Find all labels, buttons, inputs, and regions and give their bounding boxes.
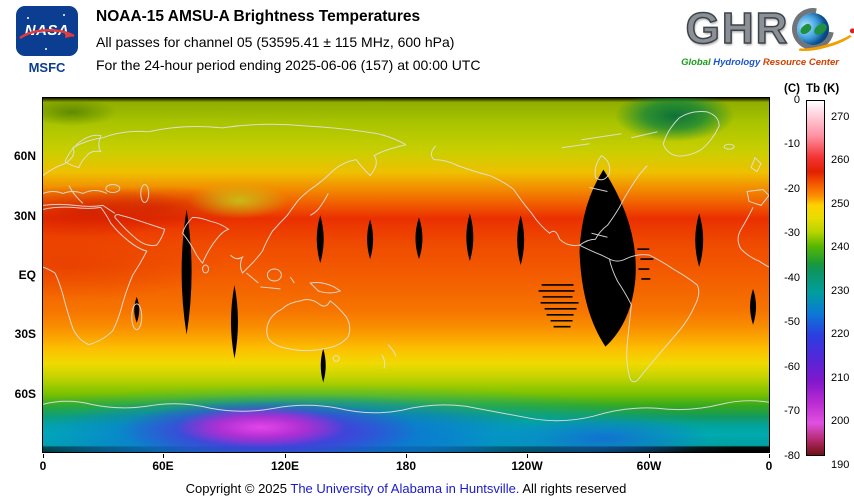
ghrc-tagline-hydrology: Hydrology [713,57,761,68]
axis-tick [649,454,650,458]
axis-tick [527,454,528,458]
lat-label-60n: 60N [13,149,36,163]
lat-label-60s: 60S [14,387,36,401]
copyright-suffix: All rights reserved [522,481,627,496]
ghrc-letters: GHR [685,3,790,54]
map-overlay [43,111,769,422]
nasa-logo: NASA [16,6,78,56]
ghrc-tagline-global: Global [681,57,711,68]
colorbar-tick-c: -70 [784,405,800,417]
axis-tick [285,454,286,458]
colorbar-tick-c: -80 [784,450,800,462]
colorbar-tick-c: -20 [784,183,800,195]
nasa-swoosh-icon [19,14,75,50]
colorbar-tick-c: -60 [784,361,800,373]
colorbar-tick-k: 200 [831,415,850,427]
colorbar-header-kelvin: Tb (K) [806,83,840,95]
ghrc-logo: GHR Global Hydrology Resource Center [670,0,854,68]
colorbar-tick-k: 260 [831,154,850,166]
colorbar [806,100,825,456]
colorbar-tick-k: 270 [831,111,850,123]
ghrc-tagline: Global Hydrology Resource Center [670,57,850,68]
subtitle-channel: All passes for channel 05 (53595.41 ± 11… [96,34,455,50]
page-title: NOAA-15 AMSU-A Brightness Temperatures [96,8,421,25]
lat-label-30s: 30S [14,327,36,341]
colorbar-tick-k: 220 [831,328,850,340]
lon-label-60w: 60W [636,459,662,473]
lon-label-0: 0 [39,459,47,473]
colorbar-tick-c: -10 [784,138,800,150]
colorbar-tick-k: 190 [831,459,850,471]
copyright-notice: Copyright © 2025 The University of Alaba… [0,481,812,496]
axis-tick [406,454,407,458]
colorbar-tick-c: -30 [784,227,800,239]
colorbar-tick-k: 240 [831,241,850,253]
axis-tick [769,454,770,458]
ghrc-tagline-resource-center: Resource Center [762,57,839,68]
coastlines [43,111,769,422]
lat-label-30n: 30N [13,209,36,223]
nasa-msfc-block: NASA MSFC [12,6,82,75]
copyright-prefix: Copyright © 2025 [185,481,287,496]
colorbar-tick-k: 250 [831,198,850,210]
copyright-org: The University of Alabama in Huntsville. [290,481,520,496]
colorbar-tick-c: 0 [793,94,800,106]
colorbar-tick-c: -50 [784,316,800,328]
ghrc-logo-row: GHR [670,0,854,59]
colorbar-tick-k: 230 [831,285,850,297]
axis-tick [43,454,44,458]
msfc-label: MSFC [28,60,66,75]
lon-label-120w: 120W [511,459,543,473]
scanline-artifacts [538,248,654,328]
lon-label-120e: 120E [270,459,300,473]
lon-label-0w: 0 [765,459,773,473]
lon-label-180: 180 [395,459,417,473]
colorbar-tick-c: -40 [784,272,800,284]
map-canvas [42,97,770,453]
axis-tick [163,454,164,458]
colorbar-header-celsius: (C) [784,83,800,95]
lat-label-eq: EQ [18,268,36,282]
header-titles: NOAA-15 AMSU-A Brightness Temperatures A… [96,8,480,80]
colorbar-tick-k: 210 [831,372,850,384]
lon-label-60e: 60E [152,459,174,473]
subtitle-period: For the 24-hour period ending 2025-06-06… [96,57,481,73]
